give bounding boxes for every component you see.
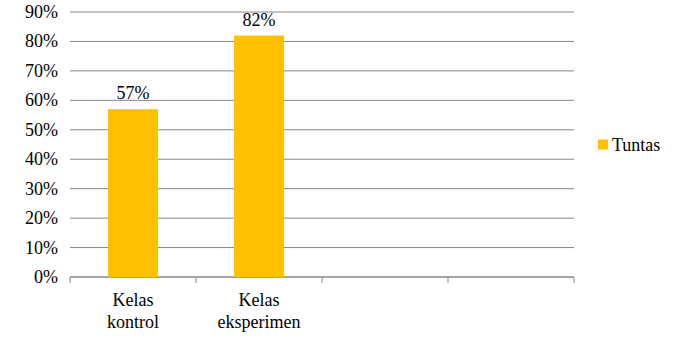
y-tick-label: 70% — [25, 61, 58, 81]
bar — [108, 109, 158, 277]
y-tick-label: 50% — [25, 120, 58, 140]
chart: 0%10%20%30%40%50%60%70%80%90%Kelaskontro… — [0, 0, 684, 354]
x-tick — [322, 277, 323, 283]
y-tick-label: 60% — [25, 90, 58, 110]
bar — [234, 36, 284, 277]
data-label: 82% — [243, 10, 276, 30]
y-tick-label: 0% — [34, 267, 58, 287]
grid-line — [70, 41, 574, 42]
grid-line — [70, 70, 574, 71]
legend-label: Tuntas — [612, 135, 660, 155]
y-tick-label: 10% — [25, 238, 58, 258]
y-tick-label: 80% — [25, 31, 58, 51]
legend: Tuntas — [598, 135, 660, 155]
x-tick-label-line: Kelas — [113, 290, 154, 310]
x-tick-label-line: eksperimen — [218, 312, 301, 332]
x-tick-label: Kelaseksperimen — [218, 290, 301, 332]
y-tick-label: 40% — [25, 149, 58, 169]
x-tick — [448, 277, 449, 283]
x-tick — [574, 277, 575, 283]
data-label: 57% — [117, 83, 150, 103]
x-tick-label-line: Kelas — [239, 290, 280, 310]
legend-swatch — [598, 140, 608, 150]
y-tick-label: 30% — [25, 179, 58, 199]
y-tick-label: 20% — [25, 208, 58, 228]
x-tick — [196, 277, 197, 283]
bars — [108, 36, 284, 277]
x-tick — [70, 277, 71, 283]
grid-line — [70, 12, 574, 13]
x-tick-label: Kelaskontrol — [107, 290, 159, 332]
y-tick-label: 90% — [25, 2, 58, 22]
x-tick-label-line: kontrol — [107, 312, 159, 332]
